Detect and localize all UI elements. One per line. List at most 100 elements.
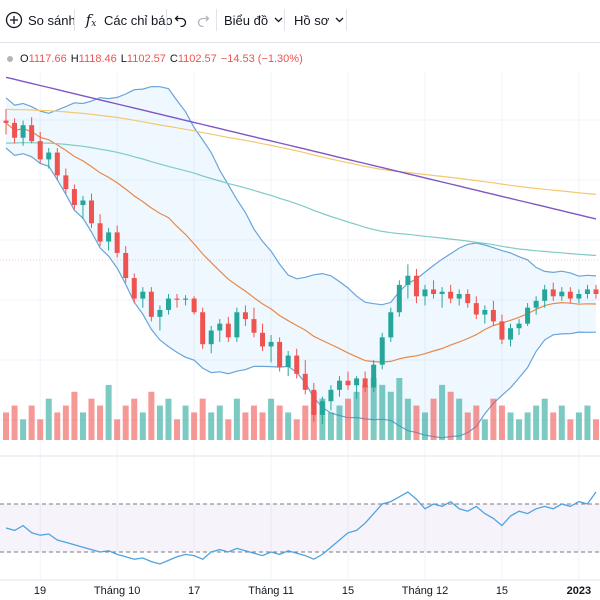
collapse-dot-icon[interactable]: [0, 55, 20, 63]
candle-body: [174, 298, 180, 300]
candle-body: [439, 291, 445, 294]
candle-body: [413, 275, 419, 297]
toolbar-divider: [166, 9, 167, 31]
candlestick-series: [3, 109, 599, 425]
volume-bar: [456, 398, 463, 440]
candle-body: [225, 323, 231, 338]
plus-circle-icon: [4, 10, 24, 30]
chevron-down-icon: [335, 17, 344, 23]
volume-bar: [524, 412, 531, 440]
candle-body: [285, 355, 291, 367]
candle-body: [294, 355, 300, 374]
volume-bar: [319, 398, 326, 440]
candle-body: [345, 380, 351, 386]
volume-bar: [336, 405, 343, 440]
x-tick-label: 17: [188, 585, 200, 597]
volume-bar: [250, 405, 257, 440]
moving-average-mid: [5, 108, 597, 195]
undo-button[interactable]: [174, 6, 190, 34]
chart-type-button[interactable]: Biểu đồ: [224, 6, 283, 34]
candle-body: [200, 312, 206, 345]
x-tick-label: Tháng 12: [402, 585, 448, 597]
volume-bar: [139, 412, 146, 440]
toolbar-divider: [346, 9, 347, 31]
candle-body: [516, 323, 522, 329]
chevron-down-icon: [274, 17, 283, 23]
x-tick-label: 15: [496, 585, 508, 597]
candle-body: [388, 312, 394, 338]
volume-bar: [404, 398, 411, 440]
volume-bar: [37, 419, 44, 440]
volume-bar: [481, 419, 488, 440]
redo-button[interactable]: [196, 6, 212, 34]
volume-bar: [233, 398, 240, 440]
volume-bar: [302, 405, 309, 440]
close-value: 1102.57: [177, 53, 217, 65]
candle-body: [148, 291, 154, 317]
moving-average-short: [5, 142, 597, 257]
candle-body: [328, 389, 334, 402]
volume-bar: [268, 398, 275, 440]
volume-bar: [191, 412, 198, 440]
compare-label: So sánh: [28, 12, 76, 28]
x-tick-label: 15: [342, 585, 354, 597]
candle-body: [217, 323, 223, 331]
volume-bar: [242, 412, 249, 440]
volume-bar: [20, 419, 27, 440]
candle-body: [97, 223, 103, 242]
bollinger-lower: [5, 147, 597, 439]
volume-bar: [285, 412, 292, 440]
redo-icon: [196, 13, 210, 27]
candle-body: [422, 289, 428, 297]
candle-body: [302, 373, 308, 390]
candle-body: [277, 341, 283, 367]
volume-bar: [327, 412, 334, 440]
candle-body: [362, 378, 368, 388]
x-tick-label: 19: [34, 585, 46, 597]
volume-bar: [516, 419, 523, 440]
candle-body: [336, 380, 342, 390]
volume-bar: [216, 405, 223, 440]
indicators-label: Các chỉ báo: [104, 12, 173, 28]
toolbar-divider: [74, 9, 75, 31]
candle-body: [576, 294, 582, 299]
volume-bar: [131, 398, 138, 440]
volume-bar: [199, 398, 206, 440]
moving-average-long: [5, 76, 597, 220]
volume-bar: [62, 405, 69, 440]
x-tick-label: Tháng 10: [94, 585, 140, 597]
candle-body: [131, 278, 137, 299]
candle-body: [89, 200, 95, 224]
volume-bar: [396, 378, 403, 440]
candle-body: [157, 309, 163, 317]
time-axis: 19 Tháng 10 17 Tháng 11 15 Tháng 12 15 2023: [0, 579, 600, 597]
volume-bar: [310, 391, 317, 440]
volume-bar: [122, 405, 129, 440]
toolbar-divider: [216, 9, 217, 31]
profile-button[interactable]: Hồ sơ: [294, 6, 344, 34]
volume-bar: [353, 391, 360, 440]
change-value: −14.53 (−1.30%): [220, 53, 303, 65]
candle-body: [559, 291, 565, 297]
volume-bar: [208, 412, 215, 440]
chart-type-label: Biểu đồ: [224, 12, 269, 28]
candle-body: [456, 294, 462, 299]
moving-averages: [5, 76, 597, 257]
volume-bar: [174, 419, 181, 440]
volume-bar: [182, 405, 189, 440]
candle-body: [183, 298, 189, 300]
volume-bar: [473, 405, 480, 440]
close-label: C: [169, 53, 178, 65]
volume-bar: [97, 405, 104, 440]
volume-bar: [379, 384, 386, 440]
ohlc-legend: O 1117.66 H 1118.46 L 1102.57 C 1102.57 −14.…: [0, 46, 600, 72]
volume-bar: [156, 405, 163, 440]
volume-bar: [225, 419, 232, 440]
compare-button[interactable]: So sánh: [4, 6, 76, 34]
candle-body: [20, 125, 26, 138]
volume-bar: [114, 419, 121, 440]
candle-body: [165, 298, 171, 310]
